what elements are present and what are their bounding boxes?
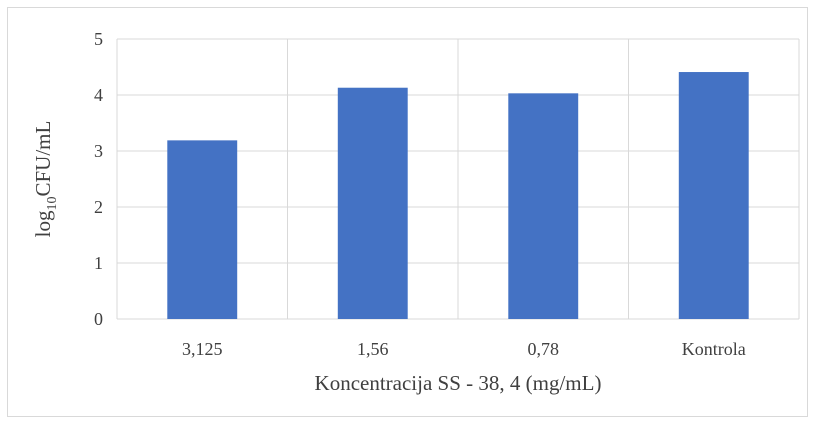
y-axis-title-prefix: log — [31, 210, 55, 237]
chart-container: 0 1 2 3 4 5 3,125 1,56 0,78 Kontrola Koncentraci… — [7, 7, 808, 417]
y-axis-title: log10CFU/mL — [31, 121, 60, 238]
bar-2 — [508, 93, 579, 319]
x-tick-label-1: 1,56 — [357, 339, 389, 359]
y-tick-label-5: 5 — [94, 29, 103, 49]
x-tick-labels: 3,125 1,56 0,78 Kontrola — [182, 339, 746, 359]
y-tick-label-4: 4 — [94, 85, 103, 105]
y-tick-label-2: 2 — [94, 197, 103, 217]
bar-1 — [337, 87, 408, 319]
bar-chart: 0 1 2 3 4 5 3,125 1,56 0,78 Kontrola Koncentraci… — [31, 29, 800, 395]
bars — [167, 72, 749, 319]
x-tick-label-3: Kontrola — [682, 339, 746, 359]
x-axis-title: Koncentracija SS - 38, 4 (mg/mL) — [315, 371, 602, 395]
bar-3 — [678, 72, 749, 319]
x-tick-label-0: 3,125 — [182, 339, 223, 359]
x-tick-label-2: 0,78 — [528, 339, 560, 359]
y-axis-title-subscript: 10 — [45, 197, 60, 211]
bar-0 — [167, 140, 238, 319]
y-tick-label-0: 0 — [94, 309, 103, 329]
y-tick-labels: 0 1 2 3 4 5 — [94, 29, 103, 329]
y-tick-label-3: 3 — [94, 141, 103, 161]
y-tick-label-1: 1 — [94, 253, 103, 273]
y-axis-title-suffix: CFU/mL — [31, 121, 55, 197]
